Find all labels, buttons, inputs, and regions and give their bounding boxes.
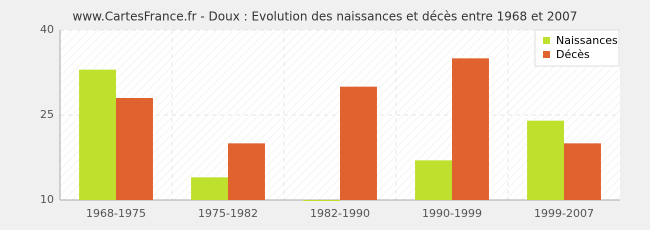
x-tick-label: 1999-2007 bbox=[534, 207, 594, 220]
bar bbox=[228, 143, 265, 200]
bar bbox=[79, 69, 116, 201]
x-tick-label: 1975-1982 bbox=[198, 207, 258, 220]
x-tick-label: 1990-1999 bbox=[422, 207, 482, 220]
bar bbox=[191, 177, 228, 200]
y-tick-label: 25 bbox=[40, 108, 54, 121]
legend-label: Naissances bbox=[556, 34, 618, 47]
x-tick-label: 1982-1990 bbox=[310, 207, 370, 220]
chart: www.CartesFrance.fr - Doux : Evolution d… bbox=[0, 0, 650, 230]
chart-title: www.CartesFrance.fr - Doux : Evolution d… bbox=[73, 10, 578, 24]
bar bbox=[340, 86, 377, 200]
legend-swatch bbox=[543, 51, 550, 58]
bar bbox=[415, 160, 452, 200]
bar bbox=[527, 120, 564, 200]
legend-label: Décès bbox=[556, 48, 590, 61]
y-tick-label: 40 bbox=[40, 23, 54, 36]
bar bbox=[116, 98, 153, 200]
y-tick-label: 10 bbox=[40, 193, 54, 206]
legend-box bbox=[534, 29, 620, 67]
bar bbox=[303, 200, 340, 201]
legend-swatch bbox=[543, 37, 550, 44]
bar bbox=[564, 143, 601, 200]
bar bbox=[452, 58, 489, 201]
x-tick-label: 1968-1975 bbox=[86, 207, 146, 220]
